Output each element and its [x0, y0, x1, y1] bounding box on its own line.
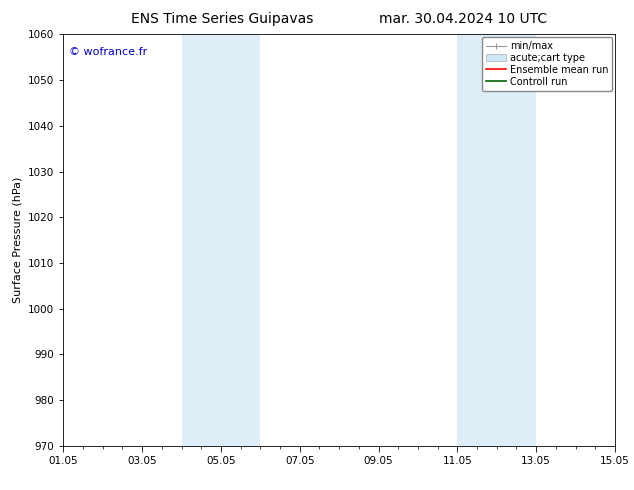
Bar [181, 34, 261, 446]
Text: mar. 30.04.2024 10 UTC: mar. 30.04.2024 10 UTC [378, 12, 547, 26]
Bar [457, 34, 536, 446]
Y-axis label: Surface Pressure (hPa): Surface Pressure (hPa) [13, 177, 23, 303]
Text: © wofrance.fr: © wofrance.fr [69, 47, 147, 57]
Legend: min/max, acute;cart type, Ensemble mean run, Controll run: min/max, acute;cart type, Ensemble mean … [482, 37, 612, 91]
Text: ENS Time Series Guipavas: ENS Time Series Guipavas [131, 12, 313, 26]
